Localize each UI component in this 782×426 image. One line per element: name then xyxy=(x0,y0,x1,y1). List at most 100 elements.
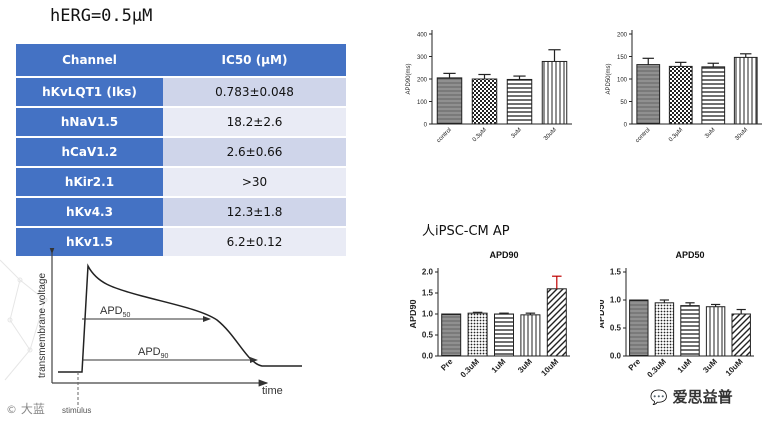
bar xyxy=(506,78,533,125)
right-watermark: 💬 爱思益普 xyxy=(650,388,733,406)
ic50-cell: >30 xyxy=(163,166,346,196)
apd50-bottom-chart: APD50 0.0 0.5 1.0 1.5 APD50 Pre 0.3uM 1uM 3uM 10uM xyxy=(600,250,754,380)
network-decoration-icon xyxy=(0,259,48,381)
wechat-icon: 💬 xyxy=(650,390,668,406)
x-tick-label: 30uM xyxy=(734,127,749,142)
apd90-top-chart: 0 100 200 300 400 APD90(ms) control 0.3μM 3uM 30u… xyxy=(406,30,572,144)
x-tick-label: 10uM xyxy=(724,357,745,378)
x-tick-label: 10uM xyxy=(539,357,560,378)
x-tick-label: 0.3μM xyxy=(668,127,684,143)
x-tick-label: 0.3uM xyxy=(645,357,668,380)
y-tick-label: 1.5 xyxy=(422,289,434,298)
table-row: hCaV1.2 2.6±0.66 xyxy=(16,136,346,166)
y-tick-label: 200 xyxy=(617,33,628,39)
ic50-cell: 18.2±2.6 xyxy=(163,106,346,136)
x-tick-label: 3uM xyxy=(704,127,716,139)
left-watermark: © 大蓝 xyxy=(6,402,45,416)
bar xyxy=(733,56,758,125)
bar xyxy=(441,313,462,357)
table-row: hKv4.3 12.3±1.8 xyxy=(16,196,346,226)
bar xyxy=(546,288,567,357)
bar xyxy=(541,60,568,125)
bar xyxy=(471,78,498,125)
bar xyxy=(467,312,488,357)
y-tick-label: 1.0 xyxy=(610,296,622,305)
channel-cell: hNaV1.5 xyxy=(16,106,163,136)
y-axis-label: APD90(ms) xyxy=(406,63,412,94)
bar xyxy=(636,64,661,125)
table-row: hKv1.5 6.2±0.12 xyxy=(16,226,346,256)
bar xyxy=(436,77,463,125)
y-tick-label: 100 xyxy=(417,100,428,106)
y-axis-label: APD50 xyxy=(600,299,606,328)
channel-cell: hKv1.5 xyxy=(16,226,163,256)
x-tick-label: 0.3uM xyxy=(459,357,482,380)
bar xyxy=(731,313,751,357)
channel-cell: hCaV1.2 xyxy=(16,136,163,166)
ap-xlabel: time xyxy=(262,385,283,397)
y-tick-label: 2.0 xyxy=(422,268,434,277)
x-tick-label: 3uM xyxy=(516,357,534,375)
y-tick-label: 0.5 xyxy=(422,331,434,340)
y-tick-label: 50 xyxy=(620,100,627,106)
channel-cell: hKv4.3 xyxy=(16,196,163,226)
x-tick-label: 1uM xyxy=(490,357,508,375)
y-tick-label: 300 xyxy=(417,55,428,61)
ic50-header: IC50 (μM) xyxy=(163,44,346,76)
y-tick-label: 1.5 xyxy=(610,268,622,277)
section-subtitle: 人iPSC-CM AP xyxy=(422,224,510,239)
bar xyxy=(654,302,675,357)
y-tick-label: 150 xyxy=(617,55,628,61)
y-tick-label: 200 xyxy=(417,78,428,84)
y-axis-label: APD50(ms) xyxy=(606,63,612,94)
ic50-cell: 12.3±1.8 xyxy=(163,196,346,226)
table-row: hKir2.1 >30 xyxy=(16,166,346,196)
channel-cell: hKvLQT1 (Iks) xyxy=(16,76,163,106)
ic50-cell: 2.6±0.66 xyxy=(163,136,346,166)
bar xyxy=(520,314,541,357)
y-tick-label: 0.5 xyxy=(610,324,622,333)
y-tick-label: 1.0 xyxy=(422,310,434,319)
bar xyxy=(668,65,693,125)
apd90-label: APD90 xyxy=(138,346,169,360)
y-tick-label: 100 xyxy=(617,78,628,84)
x-tick-label: Pre xyxy=(439,357,455,373)
x-tick-label: 0.3μM xyxy=(472,127,488,143)
channel-cell: hKir2.1 xyxy=(16,166,163,196)
bar xyxy=(705,306,726,357)
y-tick-label: 0 xyxy=(424,123,428,129)
x-tick-label: 30uM xyxy=(543,127,558,142)
apd50-label: APD50 xyxy=(100,305,131,319)
ic50-cell: 6.2±0.12 xyxy=(163,226,346,256)
bar xyxy=(629,299,649,357)
y-tick-label: 0.0 xyxy=(422,352,434,361)
apd50-top-chart: 0 50 100 150 200 APD50(ms) control 0.3μM 3uM 30uM xyxy=(606,30,762,144)
bar xyxy=(701,66,726,125)
y-tick-label: 0 xyxy=(624,123,628,129)
chart-title: APD50 xyxy=(675,250,704,260)
channel-header: Channel xyxy=(16,44,163,76)
chart-title: APD90 xyxy=(489,250,518,260)
y-axis-label: APD90 xyxy=(410,299,418,328)
bar xyxy=(680,305,700,357)
x-tick-label: control xyxy=(635,127,652,144)
y-tick-label: 0.0 xyxy=(610,352,622,361)
ap-ylabel: transmembrane voltage xyxy=(37,273,48,378)
logo-icon: © xyxy=(6,403,17,416)
x-tick-label: Pre xyxy=(627,357,643,373)
x-tick-label: 3uM xyxy=(701,357,719,375)
x-tick-label: control xyxy=(436,127,453,144)
x-tick-label: 1uM xyxy=(676,357,694,375)
x-tick-label: 3uM xyxy=(510,127,522,139)
ic50-table: Channel IC50 (μM) hKvLQT1 (Iks) 0.783±0.… xyxy=(16,44,346,256)
bar xyxy=(493,313,515,357)
action-potential-diagram: transmembrane voltage time APD50 APD90 s… xyxy=(37,248,302,415)
table-row: hNaV1.5 18.2±2.6 xyxy=(16,106,346,136)
page-title: hERG=0.5μM xyxy=(50,6,153,26)
table-header-row: Channel IC50 (μM) xyxy=(16,44,346,76)
ic50-cell: 0.783±0.048 xyxy=(163,76,346,106)
apd90-bottom-chart: APD90 0.0 0.5 1.0 1.5 2.0 APD90 Pre 0.3uM 1uM 3uM 1… xyxy=(410,250,570,380)
ap-trace xyxy=(58,263,302,373)
y-tick-label: 400 xyxy=(417,33,428,39)
table-row: hKvLQT1 (Iks) 0.783±0.048 xyxy=(16,76,346,106)
